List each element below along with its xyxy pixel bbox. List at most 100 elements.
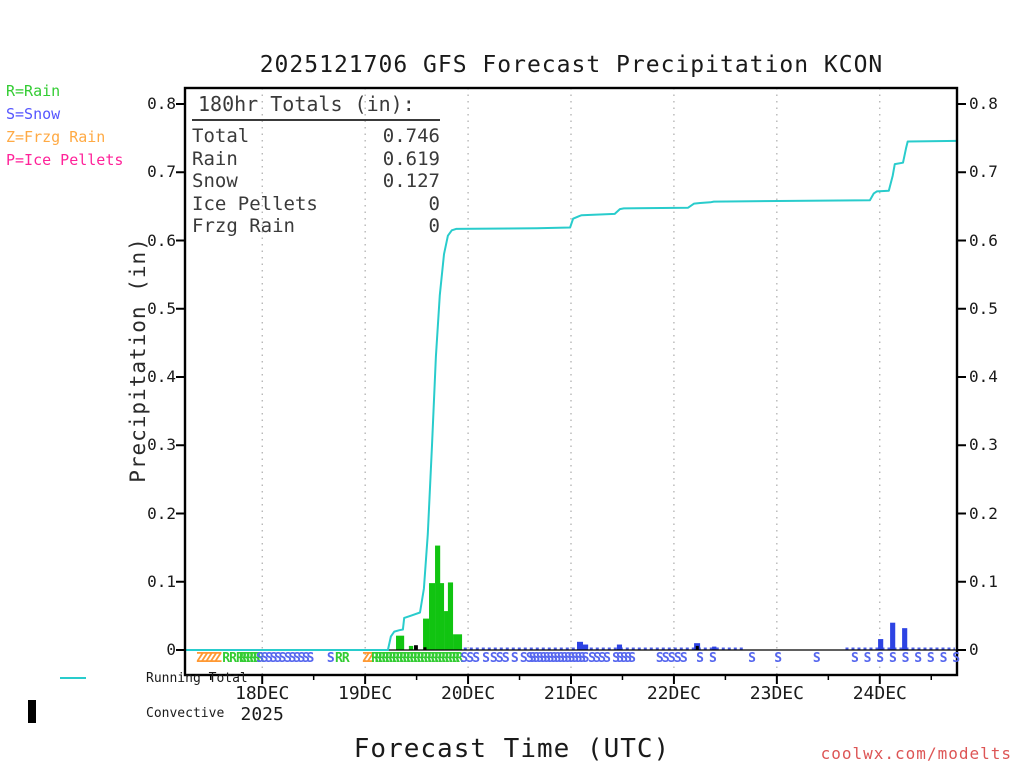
ptype-marker-S: S [256, 651, 264, 666]
legend-item-ice-pellets: P=Ice Pellets [6, 151, 124, 169]
ptype-marker-S: S [612, 651, 620, 666]
ptype-marker-S: S [269, 651, 278, 666]
running-total-line [185, 139, 958, 651]
y-tick-label-left: 0.8 [147, 94, 176, 113]
ptype-marker-S: S [624, 651, 632, 666]
ptype-marker-S: S [655, 651, 664, 666]
ptype-marker-R: R [388, 651, 397, 666]
y-tick-label-left: 0.2 [147, 503, 176, 523]
y-tick-label-right: 0.3 [969, 435, 998, 455]
ptype-marker-S: S [326, 651, 335, 666]
totals-label: Frzg Rain [192, 215, 295, 237]
snow-bar [902, 628, 908, 650]
ptype-marker-S: S [535, 651, 544, 666]
ptype-marker-S: S [553, 651, 562, 666]
totals-box: 180hr Totals (in): Total 0.746 Rain 0.61… [192, 92, 440, 238]
x-tick-label: 22DEC [646, 683, 702, 704]
y-tick-label-right: 0.8 [969, 94, 998, 113]
y-tick-label-left: 0.5 [147, 298, 176, 318]
ptype-marker-S: S [628, 651, 636, 666]
x-tick-label: 23DEC [749, 683, 804, 704]
snow-bar [878, 639, 884, 650]
ptype-marker-S: S [914, 651, 923, 666]
ptype-marker-S: S [557, 651, 565, 666]
y-tick-label-right: 0.4 [969, 367, 998, 386]
ptype-marker-R: R [253, 651, 261, 666]
ptype-marker-S: S [598, 651, 606, 666]
ptype-marker-R: R [448, 651, 457, 666]
ptype-marker-R: R [392, 651, 401, 666]
ptype-marker-S: S [696, 651, 705, 666]
ptype-marker-S: S [306, 651, 315, 666]
totals-label: Rain [192, 147, 238, 170]
ptype-marker-S: S [851, 651, 859, 666]
x-tick-label: 21DEC [543, 683, 599, 704]
ptype-marker-S: S [542, 651, 551, 666]
ptype-marker-S: S [593, 651, 601, 666]
x-axis-year-label: 2025 [240, 704, 284, 725]
y-tick-label-right: 0.7 [969, 162, 998, 182]
ptype-marker-S: S [265, 651, 273, 666]
ptype-marker-S: S [519, 651, 528, 666]
ptype-marker-R: R [437, 651, 446, 666]
y-tick-label-left: 0.7 [147, 162, 176, 182]
rain-bar [435, 545, 441, 650]
ptype-marker-R: R [246, 651, 254, 666]
running-total-legend-label: Running Total [146, 671, 248, 686]
ptype-marker-S: S [774, 651, 783, 666]
y-tick-label-left: 0.4 [147, 367, 176, 386]
ptype-marker-R: R [434, 651, 443, 666]
ptype-marker-S: S [578, 651, 586, 666]
precip-type-legend: R=Rain S=Snow Z=Frzg Rain P=Ice Pellets [6, 80, 123, 172]
ptype-marker-S: S [571, 651, 579, 666]
ptype-marker-Z: Z [200, 651, 209, 666]
ptype-marker-R: R [242, 651, 251, 666]
totals-label: Total [192, 125, 250, 147]
totals-value: 0 [428, 192, 440, 215]
ptype-marker-S: S [489, 651, 498, 666]
ptype-marker-R: R [441, 651, 450, 666]
x-tick-label: 19DEC [338, 683, 393, 704]
snow-bar [577, 641, 584, 650]
ptype-marker-S: S [709, 651, 717, 666]
snow-bar [890, 622, 896, 650]
ptype-marker-R: R [371, 651, 379, 666]
ptype-marker-R: R [416, 651, 425, 666]
y-tick-label-right: 0.5 [969, 298, 998, 318]
ptype-marker-S: S [926, 651, 935, 666]
snow-bar [583, 644, 589, 650]
y-tick-label-left: 0.6 [147, 230, 176, 250]
ptype-marker-Z: Z [205, 651, 213, 666]
ptype-marker-S: S [550, 651, 558, 666]
x-tick-label: 24DEC [852, 683, 907, 704]
convective-bar [414, 645, 418, 650]
ptype-marker-S: S [567, 651, 576, 666]
ptype-marker-S: S [288, 651, 297, 666]
rain-bar [447, 582, 454, 650]
ptype-marker-S: S [560, 651, 569, 666]
convective-bar [695, 645, 699, 650]
ptype-marker-S: S [293, 651, 301, 666]
ptype-marker-R: R [451, 651, 460, 666]
x-axis-title: Forecast Time (UTC) [353, 734, 671, 764]
y-tick-label-right: 0.2 [969, 503, 998, 523]
ptype-marker-S: S [901, 651, 910, 666]
ptype-marker-R: R [420, 651, 429, 666]
convective-legend-swatch [28, 700, 36, 723]
ptype-marker-S: S [460, 651, 469, 666]
ptype-marker-S: S [939, 651, 948, 666]
ptype-marker-S: S [581, 651, 590, 666]
y-tick-label-left: 0 [166, 640, 176, 659]
ptype-marker-S: S [588, 651, 596, 666]
ptype-marker-S: S [620, 651, 628, 666]
ptype-marker-S: S [661, 651, 670, 666]
ptype-marker-S: S [679, 651, 688, 666]
ptype-marker-Z: Z [209, 651, 218, 666]
ptype-marker-R: R [378, 651, 386, 666]
ptype-marker-Z: Z [362, 651, 370, 666]
watermark-url: coolwx.com/modelts [820, 744, 1012, 763]
ptype-marker-R: R [430, 651, 439, 666]
ptype-marker-R: R [423, 651, 432, 666]
ptype-marker-R: R [413, 651, 422, 666]
ptype-marker-S: S [603, 651, 611, 666]
